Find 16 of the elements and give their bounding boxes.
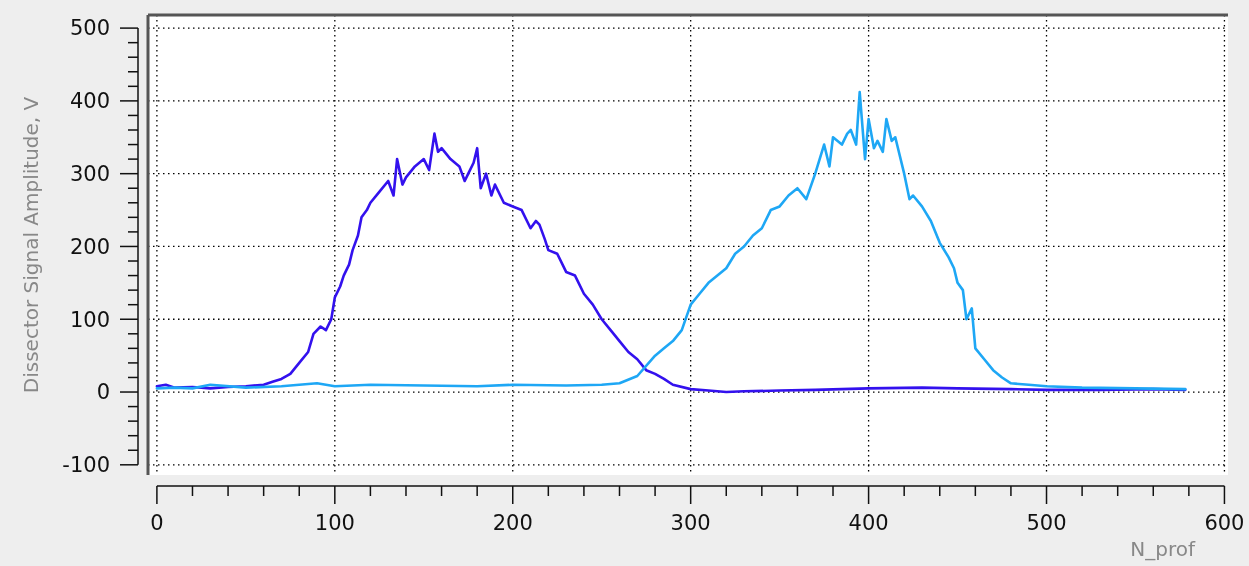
x-tick-label: 500 xyxy=(1026,511,1067,535)
x-tick-label: 0 xyxy=(150,511,164,535)
y-tick-label: 100 xyxy=(69,307,110,332)
y-tick-label: 200 xyxy=(69,234,110,259)
x-tick-label: 100 xyxy=(314,511,355,535)
y-tick-label: 500 xyxy=(69,16,110,41)
y-tick-label: 300 xyxy=(69,162,110,187)
y-tick-label: 0 xyxy=(96,380,110,405)
y-axis-title: Dissector Signal Amplitude, V xyxy=(19,96,43,394)
y-tick-label: -100 xyxy=(62,453,110,478)
y-tick-label: 400 xyxy=(69,89,110,114)
x-tick-label: 400 xyxy=(848,511,889,535)
x-tick-label: 600 xyxy=(1204,511,1245,535)
x-axis-title: N_prof xyxy=(1130,537,1196,561)
x-tick-label: 300 xyxy=(670,511,711,535)
x-tick-label: 200 xyxy=(492,511,533,535)
